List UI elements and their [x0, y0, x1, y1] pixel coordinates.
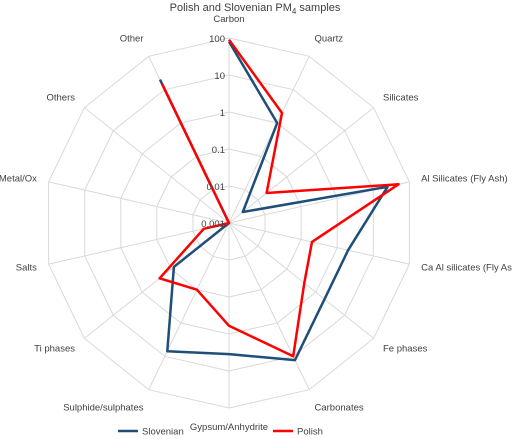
category-label: Other: [120, 34, 144, 45]
category-label: Others: [46, 93, 75, 104]
series-line-polish: [158, 38, 400, 358]
category-label: Ca Al silicates (Fly Ash): [421, 263, 512, 274]
tick-label: 0.01: [207, 182, 226, 193]
legend: Slovenian Polish: [118, 427, 323, 438]
category-label: Fe phases: [383, 343, 428, 354]
category-label: Salts: [16, 263, 37, 274]
grid-spoke: [148, 222, 230, 390]
tick-labels: 100 10 1 0.1 0.01 0.001: [201, 34, 225, 230]
grid-spoke: [228, 222, 374, 339]
grid-spoke: [48, 181, 230, 224]
tick-label: 1: [220, 108, 225, 119]
category-label: Ti phases: [34, 343, 75, 354]
category-label: Quartz: [315, 34, 344, 45]
category-label: Carbonates: [315, 403, 364, 414]
grid-spoke: [228, 56, 310, 224]
grid-spoke: [84, 107, 230, 224]
category-label: Gypsum/Anhydrite: [190, 422, 268, 433]
series-lines: [158, 38, 400, 362]
grid-spoke: [228, 222, 410, 265]
radar-grid: [48, 37, 410, 409]
tick-label: 0.001: [201, 219, 225, 230]
category-labels: Carbon Quartz Silicates Al Silicates (Fly A…: [0, 14, 512, 433]
legend-label: Slovenian: [142, 427, 184, 438]
chart-title: Polish and Slovenian PM4 samples: [170, 2, 341, 16]
tick-label: 0.1: [212, 145, 225, 156]
tick-label: 100: [209, 34, 225, 45]
grid-spoke: [48, 222, 230, 265]
legend-label: Polish: [297, 427, 323, 438]
category-label: Al Silicates (Fly Ash): [421, 173, 508, 184]
tick-label: 10: [214, 71, 225, 82]
category-label: Metal/Ox: [0, 173, 37, 184]
grid-spoke: [228, 222, 310, 390]
category-label: Carbon: [213, 14, 244, 25]
series-line-slovenian: [158, 40, 389, 362]
category-label: Silicates: [383, 93, 419, 104]
grid-spoke: [228, 107, 374, 224]
category-label: Sulphide/sulphates: [63, 403, 144, 414]
